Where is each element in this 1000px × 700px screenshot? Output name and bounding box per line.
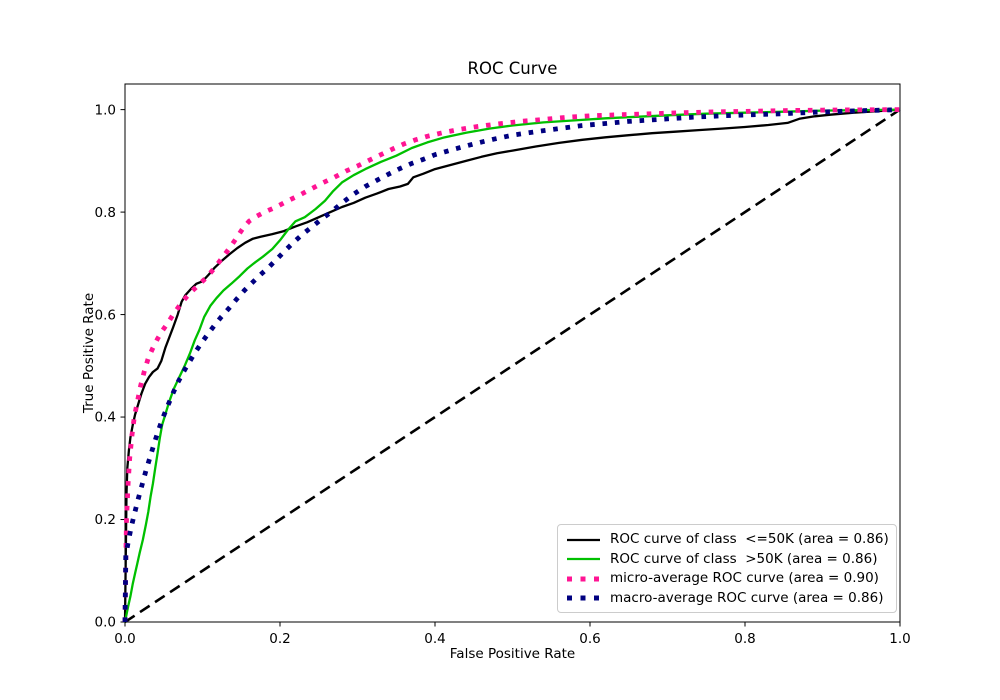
roc-curve-micro-average — [122, 107, 901, 623]
legend-label: ROC curve of class <=50K (area = 0.86) — [610, 531, 889, 547]
legend-item-class-gt50k: ROC curve of class >50K (area = 0.86) — [566, 550, 888, 569]
y-tick-label: 0.8 — [95, 205, 116, 221]
y-tick-label: 0.6 — [95, 307, 116, 323]
x-tick-label: 0.0 — [114, 631, 135, 647]
dotted-line-icon — [567, 576, 600, 582]
legend-label: macro-average ROC curve (area = 0.86) — [610, 589, 884, 606]
legend-label: micro-average ROC curve (area = 0.90) — [610, 570, 879, 587]
roc-curve-macro-average — [122, 107, 901, 623]
solid-line-icon — [567, 538, 600, 541]
y-tick-label: 0.2 — [95, 512, 116, 528]
x-tick-label: 0.6 — [579, 631, 600, 647]
legend-item-macro-average: macro-average ROC curve (area = 0.86) — [566, 589, 888, 608]
x-axis-label: False Positive Rate — [449, 646, 576, 662]
chance-diagonal-line — [124, 108, 901, 624]
x-tick-label: 0.8 — [734, 631, 755, 647]
legend-item-micro-average: micro-average ROC curve (area = 0.90) — [566, 569, 888, 588]
chart-title: ROC Curve — [467, 59, 558, 78]
x-tick-label: 0.4 — [424, 631, 445, 647]
legend-item-class-le50k: ROC curve of class <=50K (area = 0.86) — [566, 530, 889, 549]
legend-box: ROC curve of class <=50K (area = 0.86) R… — [557, 524, 897, 613]
x-tick-label: 1.0 — [889, 631, 910, 647]
y-axis-label: True Positive Rate — [81, 292, 97, 414]
roc-curve-class-le50k — [123, 108, 901, 623]
y-tick-label: 1.0 — [95, 102, 116, 118]
curves-layer — [122, 107, 901, 624]
y-tick-label: 0.4 — [95, 410, 116, 426]
x-tick-label: 0.2 — [269, 631, 290, 647]
y-tick-label: 0.0 — [95, 615, 116, 631]
axes-frame — [124, 83, 901, 623]
ticks-layer: 0.0 0.2 0.4 0.6 0.8 1.0 0.0 0.2 0.4 0.6 0.8 1.0 — [95, 102, 911, 647]
roc-curve-class-gt50k — [123, 108, 901, 623]
dotted-line-icon — [567, 595, 600, 601]
solid-line-icon — [567, 558, 600, 561]
legend-label: ROC curve of class >50K (area = 0.86) — [610, 550, 878, 567]
